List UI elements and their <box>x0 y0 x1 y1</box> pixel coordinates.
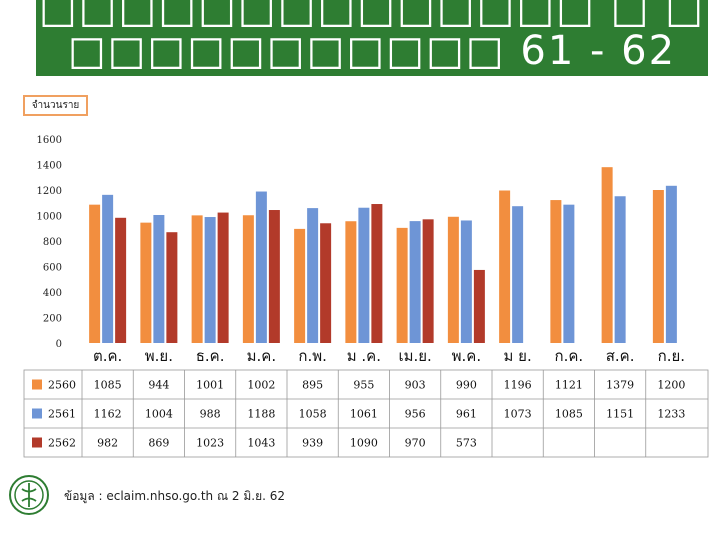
bar-2560 <box>191 215 203 343</box>
data-label: 895 <box>302 379 323 392</box>
data-label: 1061 <box>350 408 378 421</box>
data-label: 903 <box>405 379 426 392</box>
legend-swatch-2562 <box>32 437 42 448</box>
bar-2560 <box>550 200 562 343</box>
data-label: 1004 <box>145 408 173 421</box>
bar-2560 <box>652 190 664 343</box>
bar-2562 <box>217 212 229 343</box>
legend-swatch-2560 <box>32 379 42 390</box>
data-label: 1162 <box>94 408 122 421</box>
bar-2560 <box>140 222 152 343</box>
y-tick-label: 800 <box>43 237 62 248</box>
bar-2562 <box>166 232 178 343</box>
bar-2562 <box>320 223 332 343</box>
legend-label-2562: 2562 <box>48 437 76 450</box>
category-label: ม.ค. <box>247 347 276 365</box>
data-label: 1058 <box>299 408 327 421</box>
data-label: 1196 <box>504 379 532 392</box>
y-tick-label: 1200 <box>37 186 62 197</box>
data-label: 982 <box>97 437 118 450</box>
title-line-2: □□□□□□□□□□□ 61 - 62 <box>67 28 677 74</box>
legend-swatch-2561 <box>32 408 42 419</box>
data-label: 1379 <box>606 379 634 392</box>
category-label: เม.ย. <box>398 347 431 365</box>
ministry-seal-icon <box>9 475 49 515</box>
y-tick-label: 1000 <box>37 212 62 223</box>
data-label: 988 <box>200 408 221 421</box>
bar-2562 <box>473 269 485 343</box>
category-label: ม .ค. <box>347 347 381 365</box>
bar-2561 <box>614 196 626 343</box>
y-tick-label: 1400 <box>37 161 62 172</box>
bar-2561 <box>409 221 421 343</box>
bar-2560 <box>499 190 511 343</box>
bar-2561 <box>460 220 472 343</box>
bar-2561 <box>255 191 267 343</box>
category-label: ก.พ. <box>298 347 327 365</box>
bar-2561 <box>102 194 114 343</box>
title-line-1: □□□□□□□□□□□□□□ □ □ <box>38 0 706 32</box>
data-label: 1085 <box>94 379 122 392</box>
data-label: 956 <box>405 408 426 421</box>
data-label: 970 <box>405 437 426 450</box>
bar-2562 <box>371 204 383 343</box>
source-footer: ข้อมูล : eclaim.nhso.go.th ณ 2 มิ.ย. 62 <box>64 489 285 503</box>
bar-2560 <box>345 221 357 343</box>
y-tick-label: 600 <box>43 263 62 274</box>
category-label: พ.ค. <box>452 347 481 365</box>
category-label: ม ย. <box>504 347 532 365</box>
legend-label-2561: 2561 <box>48 408 76 421</box>
bar-2561 <box>563 204 575 343</box>
bar-2560 <box>601 167 613 343</box>
data-label: 1043 <box>247 437 275 450</box>
y-tick-label: 0 <box>56 339 62 350</box>
category-label: ต.ค. <box>93 347 122 365</box>
data-label: 955 <box>353 379 374 392</box>
bar-2560 <box>89 204 101 343</box>
category-label: พ.ย. <box>145 347 173 365</box>
title-banner: □□□□□□□□□□□□□□ □ □ □□□□□□□□□□□ 61 - 62 <box>36 0 708 76</box>
y-tick-label: 400 <box>43 288 62 299</box>
data-label: 1233 <box>657 408 685 421</box>
y-tick-label: 200 <box>43 314 62 325</box>
data-label: 1085 <box>555 408 583 421</box>
legend-label-2560: 2560 <box>48 379 76 392</box>
data-label: 869 <box>148 437 169 450</box>
data-label: 961 <box>456 408 477 421</box>
data-table-border <box>23 369 709 458</box>
data-label: 939 <box>302 437 323 450</box>
data-label: 944 <box>148 379 169 392</box>
bar-2562 <box>115 217 127 343</box>
data-label: 1121 <box>555 379 583 392</box>
data-label: 1200 <box>657 379 685 392</box>
bar-2560 <box>396 227 408 343</box>
category-label: ก.ค. <box>555 347 584 365</box>
bar-2560 <box>294 228 306 343</box>
bar-2562 <box>422 219 434 343</box>
data-label: 990 <box>456 379 477 392</box>
bar-2561 <box>665 185 677 343</box>
data-label: 1073 <box>504 408 532 421</box>
bar-2560 <box>447 216 459 343</box>
bar-2561 <box>153 214 165 343</box>
data-label: 1188 <box>247 408 275 421</box>
data-label: 1090 <box>350 437 378 450</box>
bar-2561 <box>512 206 524 343</box>
bar-2561 <box>204 217 216 343</box>
bar-2562 <box>268 210 280 343</box>
category-label: ก.ย. <box>658 347 685 365</box>
data-label: 1002 <box>247 379 275 392</box>
data-label: 573 <box>456 437 477 450</box>
bar-2561 <box>358 207 370 343</box>
y-tick-label: 1600 <box>37 135 62 146</box>
bar-2560 <box>242 215 254 343</box>
data-label: 1151 <box>606 408 634 421</box>
category-label: ส.ค. <box>606 347 635 365</box>
y-axis-label: จำนวนราย <box>23 95 88 116</box>
category-label: ธ.ค. <box>196 347 225 365</box>
bar-2561 <box>307 208 319 343</box>
data-label: 1001 <box>196 379 224 392</box>
data-label: 1023 <box>196 437 224 450</box>
